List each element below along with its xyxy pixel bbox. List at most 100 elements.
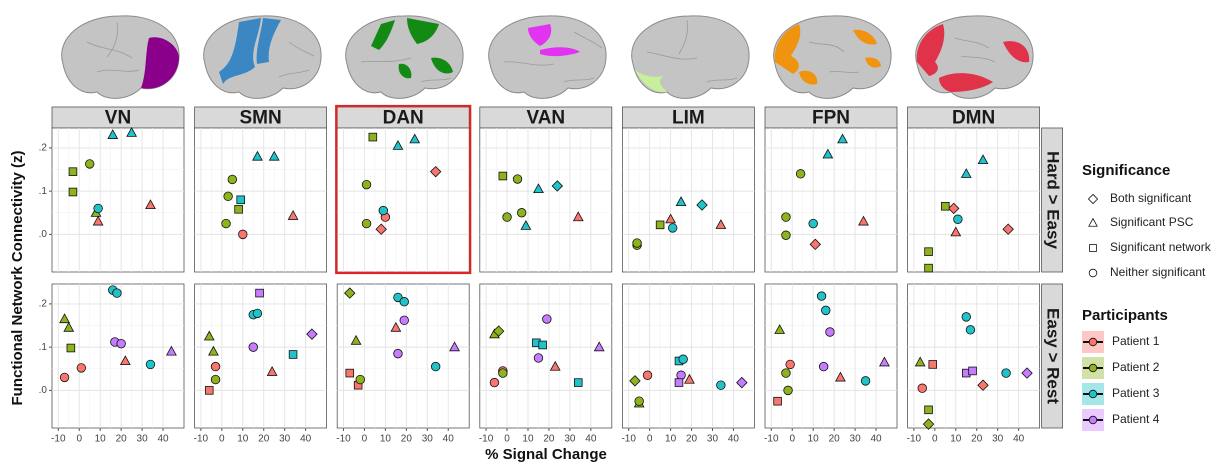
point-square <box>256 289 264 297</box>
x-tick-label: 30 <box>850 434 862 445</box>
point-circle <box>782 231 791 240</box>
legend-key-point <box>1089 416 1097 424</box>
legend-key-point <box>1089 390 1097 398</box>
point-square <box>237 196 245 204</box>
point-square <box>69 188 77 196</box>
brain-illustrations <box>62 16 1033 99</box>
point-square <box>205 387 213 395</box>
panel-background <box>622 128 754 272</box>
brain-smn <box>204 16 321 99</box>
point-circle <box>400 316 409 325</box>
point-circle <box>782 213 791 222</box>
point-circle <box>211 362 220 371</box>
legend-label: Significant PSC <box>1110 215 1194 229</box>
brain-dan <box>346 16 463 99</box>
point-circle <box>224 192 233 201</box>
point-circle <box>1002 369 1011 378</box>
point-square <box>941 202 949 210</box>
x-tick-label: 30 <box>422 434 434 445</box>
point-square <box>369 133 377 141</box>
point-circle <box>362 180 371 189</box>
point-square <box>675 379 683 387</box>
legend-key-point <box>1089 338 1097 346</box>
x-tick-label: 30 <box>279 434 291 445</box>
column-strip-label: VAN <box>526 108 565 129</box>
column-strip-label: VN <box>105 108 131 129</box>
point-circle <box>826 328 835 337</box>
point-circle <box>679 355 688 364</box>
point-square <box>539 341 547 349</box>
panel-background <box>765 284 897 428</box>
point-circle <box>543 315 552 324</box>
x-tick-label: 40 <box>728 434 740 445</box>
legend-label: Patient 2 <box>1112 360 1160 374</box>
y-tick-label: .0 <box>39 385 48 396</box>
x-tick-label: -10 <box>194 434 209 445</box>
y-tick-label: .2 <box>39 299 48 310</box>
point-circle <box>821 306 830 315</box>
point-square <box>969 367 977 375</box>
point-circle <box>918 384 927 393</box>
y-tick-label: .1 <box>39 342 48 353</box>
point-square <box>774 397 782 405</box>
point-circle <box>503 213 512 222</box>
point-circle <box>717 381 726 390</box>
x-tick-label: 0 <box>219 434 225 445</box>
column-strip-label: LIM <box>672 108 705 129</box>
point-circle <box>784 386 793 395</box>
x-tick-label: 40 <box>585 434 597 445</box>
legend-label: Patient 1 <box>1112 334 1160 348</box>
point-circle <box>635 397 644 406</box>
x-tick-label: 30 <box>992 434 1004 445</box>
brain-fpn <box>774 16 891 99</box>
point-square <box>574 379 582 387</box>
point-circle <box>222 219 231 228</box>
legend-label: Neither significant <box>1110 265 1206 279</box>
row-strip-label: Easy > Rest <box>1044 308 1063 404</box>
point-circle <box>394 349 403 358</box>
brain-vn <box>62 16 179 99</box>
x-tick-label: 10 <box>522 434 534 445</box>
x-tick-label: 40 <box>1013 434 1025 445</box>
panel-background <box>52 284 184 428</box>
point-square <box>69 168 77 176</box>
panel-background <box>765 128 897 272</box>
x-tick-label: -10 <box>907 434 922 445</box>
x-tick-label: 30 <box>564 434 576 445</box>
legend-key-point <box>1089 364 1097 372</box>
panel-background <box>195 284 327 428</box>
x-tick-label: 20 <box>686 434 698 445</box>
point-triangle <box>1089 219 1097 227</box>
chart: Functional Network Connectivity (z) % Si… <box>0 0 1228 466</box>
x-tick-label: 10 <box>808 434 820 445</box>
point-circle <box>668 224 677 233</box>
panel-background <box>480 128 612 272</box>
y-tick-label: .0 <box>39 229 48 240</box>
x-tick-label: 40 <box>300 434 312 445</box>
x-tick-label: 0 <box>76 434 82 445</box>
point-circle <box>85 160 94 169</box>
x-tick-label: 0 <box>647 434 653 445</box>
point-circle <box>362 219 371 228</box>
x-tick-label: 0 <box>932 434 938 445</box>
x-tick-label: 40 <box>870 434 882 445</box>
point-circle <box>228 175 237 184</box>
point-circle <box>817 292 826 301</box>
point-circle <box>861 377 870 386</box>
point-circle <box>796 170 805 179</box>
point-square <box>499 172 507 180</box>
x-tick-label: 40 <box>443 434 455 445</box>
point-circle <box>379 206 388 215</box>
point-circle <box>534 354 543 363</box>
point-square <box>67 344 75 352</box>
brain-van <box>489 16 606 99</box>
y-tick-label: .1 <box>39 186 48 197</box>
point-circle <box>211 375 220 384</box>
panel-background <box>52 128 184 272</box>
point-circle <box>431 362 440 371</box>
point-circle <box>1089 269 1097 277</box>
point-circle <box>954 215 963 224</box>
point-circle <box>356 375 365 384</box>
x-tick-label: 30 <box>137 434 149 445</box>
brain-lim <box>632 16 749 99</box>
